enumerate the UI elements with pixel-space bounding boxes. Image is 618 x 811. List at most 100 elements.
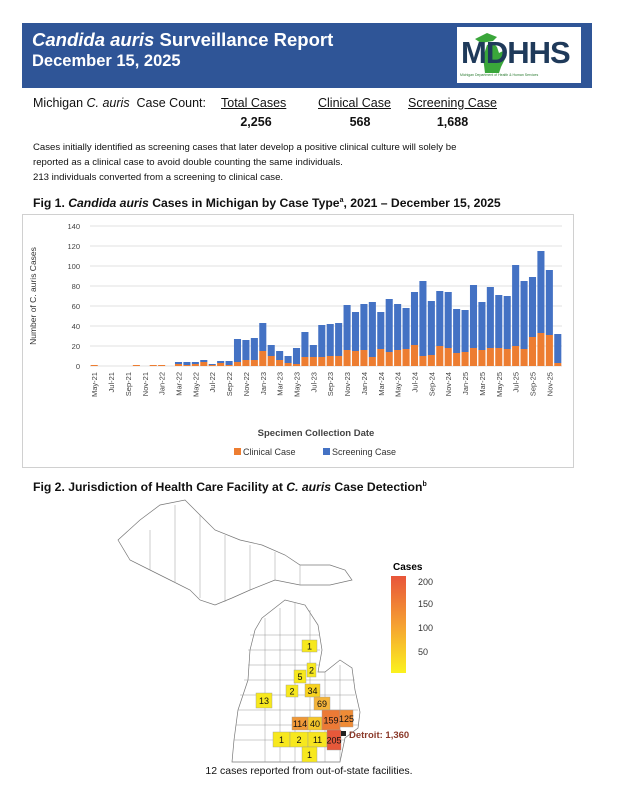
county-count: 2 bbox=[296, 735, 301, 745]
x-tick-label: Nov-24 bbox=[444, 372, 453, 396]
x-tick-label: Nov-25 bbox=[545, 372, 554, 396]
bar-screening-Oct-23 bbox=[335, 323, 343, 356]
x-tick-label: Jan-25 bbox=[461, 372, 470, 395]
x-tick-label: Sep-22 bbox=[225, 372, 234, 396]
county-count: 205 bbox=[326, 736, 341, 746]
legend-tick: 100 bbox=[418, 623, 433, 633]
bar-screening-Dec-25 bbox=[554, 334, 562, 363]
x-tick-label: Jul-24 bbox=[411, 372, 420, 392]
county-count: 11 bbox=[313, 735, 322, 745]
bar-screening-Apr-24 bbox=[385, 299, 393, 352]
county-box bbox=[304, 683, 321, 698]
county-count: 5 bbox=[297, 672, 302, 682]
fig2-sup: b bbox=[422, 480, 427, 488]
bar-clinical-Jun-24 bbox=[402, 349, 410, 366]
bar-screening-Dec-24 bbox=[453, 309, 461, 353]
county-box bbox=[293, 669, 307, 684]
bar-screening-Sep-23 bbox=[326, 324, 334, 356]
bar-clinical-Jun-22 bbox=[200, 362, 208, 366]
bar-screening-Jul-25 bbox=[512, 265, 520, 346]
fig1-title: Fig 1. Candida auris Cases in Michigan b… bbox=[33, 196, 501, 210]
fig2-rest: Case Detection bbox=[331, 480, 423, 494]
fig1-end: , 2021 – December 15, 2025 bbox=[343, 196, 501, 210]
x-tick-label: Jan-22 bbox=[158, 372, 167, 395]
map-caption: 12 cases reported from out-of-state faci… bbox=[205, 765, 413, 777]
x-tick-label: May-23 bbox=[293, 372, 302, 397]
bar-clinical-Jan-23 bbox=[259, 351, 267, 366]
legend-swatch-clinical bbox=[234, 448, 241, 455]
bar-screening-Aug-24 bbox=[419, 281, 427, 356]
total-cases-value: 2,256 bbox=[240, 115, 272, 129]
legend-tick: 50 bbox=[418, 647, 428, 657]
michigan-mitten-icon bbox=[475, 33, 505, 73]
bar-clinical-Apr-22 bbox=[183, 365, 191, 366]
bar-screening-Jun-23 bbox=[301, 332, 309, 357]
y-tick-label: 140 bbox=[67, 222, 80, 231]
bar-screening-Dec-23 bbox=[351, 312, 360, 351]
county-count: 34 bbox=[307, 686, 317, 696]
x-axis-label: Specimen Collection Date bbox=[258, 428, 375, 439]
bar-screening-Oct-25 bbox=[537, 251, 545, 333]
bar-clinical-Mar-24 bbox=[377, 349, 385, 366]
x-tick-label: Mar-24 bbox=[377, 372, 386, 396]
bar-clinical-Dec-25 bbox=[554, 363, 562, 366]
x-tick-label: Nov-23 bbox=[343, 372, 352, 396]
bar-clinical-Oct-25 bbox=[537, 333, 545, 366]
bar-screening-Jan-24 bbox=[360, 304, 368, 350]
bar-clinical-Dec-21 bbox=[149, 365, 157, 366]
note-line: Cases initially identified as screening … bbox=[33, 142, 457, 153]
title-rest: Surveillance Report bbox=[154, 29, 334, 50]
legend-tick: 150 bbox=[418, 599, 433, 609]
bar-clinical-Aug-23 bbox=[318, 357, 326, 366]
bar-screening-Sep-25 bbox=[528, 277, 537, 337]
bar-clinical-Oct-24 bbox=[436, 346, 444, 366]
x-tick-label: Nov-22 bbox=[242, 372, 251, 396]
bar-clinical-May-21 bbox=[90, 365, 98, 366]
bar-screening-Feb-23 bbox=[267, 345, 275, 356]
county-count: 40 bbox=[310, 719, 320, 729]
bar-screening-Mar-22 bbox=[174, 362, 183, 364]
bar-screening-May-24 bbox=[394, 304, 402, 350]
bar-screening-Jan-25 bbox=[461, 310, 469, 352]
bar-screening-Aug-22 bbox=[217, 361, 225, 363]
bar-screening-Oct-24 bbox=[436, 291, 444, 346]
x-tick-label: Nov-21 bbox=[141, 372, 150, 396]
x-tick-label: Mar-22 bbox=[175, 372, 184, 396]
county-count: 2 bbox=[289, 687, 294, 697]
title-italic: Candida auris bbox=[32, 29, 155, 50]
county-count: 2 bbox=[309, 666, 314, 676]
y-tick-label: 0 bbox=[76, 362, 80, 371]
fig1-chart-box bbox=[22, 214, 574, 468]
bar-clinical-Jul-23 bbox=[309, 357, 317, 366]
bar-screening-Nov-23 bbox=[343, 305, 351, 350]
county-count: 13 bbox=[259, 696, 269, 706]
bar-clinical-Nov-25 bbox=[545, 335, 553, 366]
bar-clinical-Aug-25 bbox=[520, 349, 528, 366]
bar-clinical-Oct-22 bbox=[233, 362, 242, 366]
bar-screening-Aug-25 bbox=[520, 281, 528, 349]
screening-case-value: 1,688 bbox=[436, 115, 469, 129]
bar-clinical-Feb-24 bbox=[368, 357, 376, 366]
bar-clinical-Apr-24 bbox=[385, 352, 393, 366]
upper-peninsula bbox=[117, 499, 353, 606]
bar-clinical-Sep-25 bbox=[528, 337, 537, 366]
detroit-label: Detroit: 1,360 bbox=[349, 730, 409, 741]
bar-clinical-Nov-22 bbox=[242, 360, 250, 366]
y-tick-label: 40 bbox=[72, 322, 80, 331]
note-line: 213 individuals converted from a screeni… bbox=[33, 172, 284, 183]
legend-title: Cases bbox=[393, 562, 423, 573]
bar-screening-Sep-22 bbox=[225, 361, 233, 365]
x-tick-label: May-25 bbox=[495, 372, 504, 397]
bar-clinical-Jun-25 bbox=[503, 349, 511, 366]
fig1-chart: 0 20 40 60 80 100 120 140 May-21 Jul-21 Sep-21 Nov-… bbox=[28, 222, 562, 457]
legend-swatch-screening bbox=[323, 448, 330, 455]
x-tick-label: May-22 bbox=[191, 372, 200, 397]
detroit-marker bbox=[341, 731, 346, 736]
fig1-italic: Candida auris bbox=[68, 196, 149, 210]
bar-screening-Jun-22 bbox=[200, 360, 208, 362]
bar-screening-Mar-24 bbox=[377, 312, 385, 349]
bar-clinical-Sep-24 bbox=[427, 355, 435, 366]
bar-clinical-Apr-23 bbox=[284, 363, 292, 366]
fig2-prefix: Fig 2. Jurisdiction of Health Care Facil… bbox=[33, 480, 287, 494]
legend-tick: 200 bbox=[418, 577, 433, 587]
